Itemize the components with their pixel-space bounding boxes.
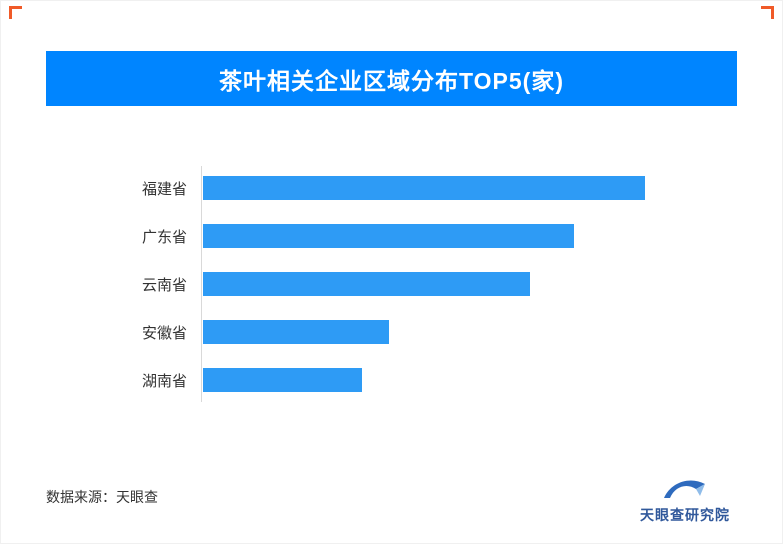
bar-area bbox=[203, 368, 737, 392]
bar bbox=[203, 368, 362, 392]
chart-row: 安徽省 bbox=[46, 308, 737, 356]
category-label: 安徽省 bbox=[141, 324, 187, 342]
bar-chart: 福建省广东省云南省安徽省湖南省 bbox=[46, 164, 737, 404]
corner-mark-top-right-icon bbox=[761, 6, 774, 19]
category-label: 云南省 bbox=[141, 276, 187, 294]
category-label: 广东省 bbox=[141, 228, 187, 246]
bar-area bbox=[203, 224, 737, 248]
chart-row: 福建省 bbox=[46, 164, 737, 212]
tianyancha-logo-text: 天眼查研究院 bbox=[640, 507, 730, 523]
chart-rows: 福建省广东省云南省安徽省湖南省 bbox=[46, 164, 737, 404]
chart-row: 云南省 bbox=[46, 260, 737, 308]
chart-title-banner: 茶叶相关企业区域分布TOP5(家) bbox=[46, 51, 737, 106]
bar bbox=[203, 272, 530, 296]
bar bbox=[203, 320, 389, 344]
bar bbox=[203, 224, 574, 248]
chart-row: 湖南省 bbox=[46, 356, 737, 404]
chart-title: 茶叶相关企业区域分布TOP5(家) bbox=[219, 67, 564, 94]
tianyancha-eye-icon bbox=[664, 480, 705, 498]
category-label: 福建省 bbox=[141, 180, 187, 198]
y-axis-line bbox=[201, 166, 202, 402]
bar-area bbox=[203, 272, 737, 296]
bar bbox=[203, 176, 645, 200]
chart-row: 广东省 bbox=[46, 212, 737, 260]
bar-area bbox=[203, 176, 737, 200]
data-source-note: 数据来源：天眼查 bbox=[46, 489, 158, 505]
bar-area bbox=[203, 320, 737, 344]
corner-mark-top-left-icon bbox=[9, 6, 22, 19]
category-label: 湖南省 bbox=[141, 372, 187, 390]
tianyancha-logo: 天眼查研究院 bbox=[630, 475, 740, 525]
